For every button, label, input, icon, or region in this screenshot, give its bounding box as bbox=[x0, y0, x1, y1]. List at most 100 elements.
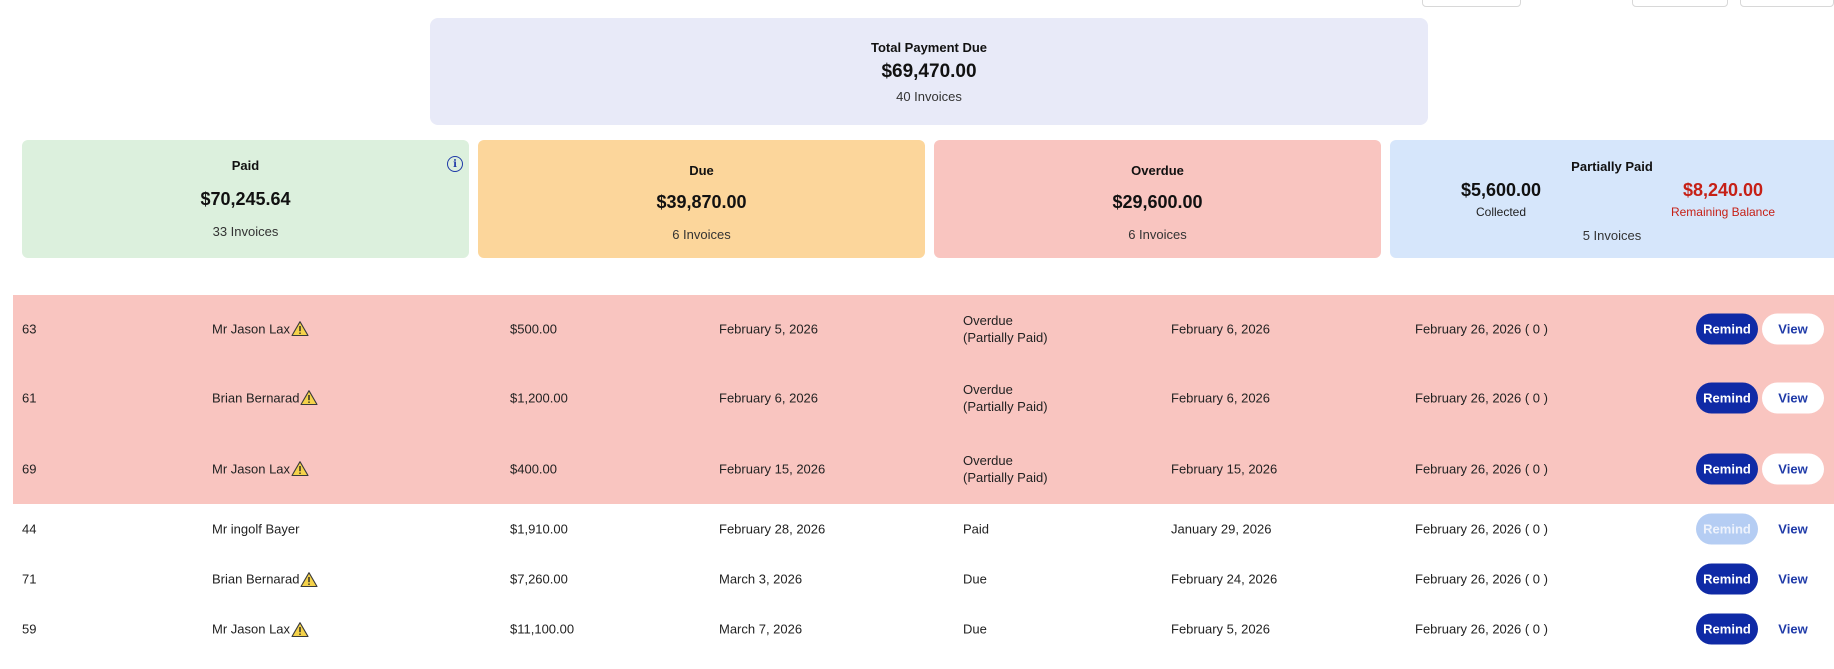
view-button[interactable]: View bbox=[1762, 564, 1824, 595]
sent-date: February 6, 2026 bbox=[1171, 390, 1271, 405]
sent-date: January 29, 2026 bbox=[1171, 521, 1272, 537]
due-date: March 3, 2026 bbox=[719, 571, 803, 587]
overdue-invoice-count: 6 Invoices bbox=[1128, 227, 1187, 242]
table-row: 61 Brian Bernarad $1,200.00 February 6, … bbox=[13, 362, 1834, 433]
paid-invoice-count: 33 Invoices bbox=[212, 224, 279, 239]
warning-icon bbox=[291, 321, 309, 337]
table-row: 59 Mr Jason Lax $11,100.00 March 7, 2026… bbox=[13, 604, 1834, 654]
due-date: February 5, 2026 bbox=[719, 321, 819, 336]
reminder-date: February 26, 2026 ( 0 ) bbox=[1415, 571, 1548, 587]
view-button[interactable]: View bbox=[1762, 614, 1824, 645]
remind-button[interactable]: Remind bbox=[1696, 313, 1758, 344]
sent-date: February 15, 2026 bbox=[1171, 461, 1278, 476]
invoice-amount: $1,910.00 bbox=[510, 521, 568, 537]
remind-button[interactable]: Remind bbox=[1696, 613, 1758, 645]
partial-amounts: $5,600.00 Collected $8,240.00 Remaining … bbox=[1390, 180, 1834, 219]
overdue-amount: $29,600.00 bbox=[1112, 192, 1203, 212]
remind-button[interactable]: Remind bbox=[1696, 563, 1758, 595]
invoice-amount: $11,100.00 bbox=[510, 621, 575, 637]
top-control-1[interactable] bbox=[1422, 0, 1521, 7]
view-button[interactable]: View bbox=[1762, 313, 1824, 344]
customer-name: Mr Jason Lax bbox=[212, 320, 309, 337]
customer-name: Brian Bernarad bbox=[212, 389, 319, 406]
collected-amount: $5,600.00 bbox=[1460, 180, 1542, 200]
partial-remaining: $8,240.00 Remaining Balance bbox=[1612, 180, 1834, 219]
invoice-status: Overdue (Partially Paid) bbox=[963, 312, 1048, 345]
remaining-label: Remaining Balance bbox=[1670, 205, 1776, 219]
remind-button[interactable]: Remind bbox=[1696, 453, 1758, 484]
paid-title: Paid bbox=[231, 158, 260, 173]
invoice-status: Due bbox=[963, 571, 987, 587]
collected-label: Collected bbox=[1475, 205, 1527, 219]
total-invoice-count: 40 Invoices bbox=[896, 88, 962, 104]
invoice-id: 69 bbox=[22, 461, 37, 476]
remaining-amount: $8,240.00 bbox=[1682, 180, 1764, 200]
total-amount: $69,470.00 bbox=[881, 60, 977, 82]
customer-name-text: Mr ingolf Bayer bbox=[212, 521, 300, 537]
info-icon[interactable]: i bbox=[447, 156, 463, 172]
invoice-id: 63 bbox=[22, 321, 37, 336]
customer-name-text: Mr Jason Lax bbox=[212, 621, 291, 637]
paid-card[interactable]: Paid i $70,245.64 33 Invoices bbox=[22, 140, 469, 258]
due-date: February 28, 2026 bbox=[719, 521, 826, 537]
customer-name: Mr Jason Lax bbox=[212, 621, 309, 638]
partial-title: Partially Paid bbox=[1571, 159, 1653, 174]
invoice-amount: $400.00 bbox=[510, 461, 557, 476]
reminder-date: February 26, 2026 ( 0 ) bbox=[1415, 521, 1548, 537]
reminder-date: February 26, 2026 ( 0 ) bbox=[1415, 321, 1548, 336]
due-amount: $39,870.00 bbox=[656, 192, 747, 212]
remind-button: Remind bbox=[1696, 513, 1758, 545]
partial-invoice-count: 5 Invoices bbox=[1582, 228, 1642, 243]
total-payment-due-card: Total Payment Due $69,470.00 40 Invoices bbox=[430, 18, 1428, 125]
customer-name-text: Brian Bernarad bbox=[212, 571, 300, 587]
customer-name: Mr Jason Lax bbox=[212, 460, 309, 477]
view-button[interactable]: View bbox=[1762, 382, 1824, 413]
overdue-title: Overdue bbox=[1131, 163, 1184, 178]
view-button[interactable]: View bbox=[1762, 453, 1824, 484]
table-row: 69 Mr Jason Lax $400.00 February 15, 202… bbox=[13, 433, 1834, 504]
due-card[interactable]: Due $39,870.00 6 Invoices bbox=[478, 140, 925, 258]
customer-name-text: Brian Bernarad bbox=[212, 390, 300, 405]
due-date: March 7, 2026 bbox=[719, 621, 803, 637]
invoice-table: 63 Mr Jason Lax $500.00 February 5, 2026… bbox=[13, 295, 1834, 654]
invoice-id: 44 bbox=[22, 521, 37, 537]
total-title: Total Payment Due bbox=[870, 39, 988, 55]
due-invoice-count: 6 Invoices bbox=[672, 227, 731, 242]
table-row: 44 Mr ingolf Bayer $1,910.00 February 28… bbox=[13, 504, 1834, 554]
overdue-card[interactable]: Overdue $29,600.00 6 Invoices bbox=[934, 140, 1381, 258]
customer-name: Mr ingolf Bayer bbox=[212, 521, 299, 538]
sent-date: February 6, 2026 bbox=[1171, 321, 1271, 336]
invoice-id: 61 bbox=[22, 390, 37, 405]
invoice-status: Overdue (Partially Paid) bbox=[963, 381, 1048, 414]
warning-icon bbox=[291, 461, 309, 477]
remind-button[interactable]: Remind bbox=[1696, 382, 1758, 413]
invoice-amount: $7,260.00 bbox=[510, 571, 568, 587]
invoice-amount: $500.00 bbox=[510, 321, 557, 336]
table-row: 63 Mr Jason Lax $500.00 February 5, 2026… bbox=[13, 295, 1834, 362]
reminder-date: February 26, 2026 ( 0 ) bbox=[1415, 461, 1548, 476]
reminder-date: February 26, 2026 ( 0 ) bbox=[1415, 621, 1548, 637]
sent-date: February 5, 2026 bbox=[1171, 621, 1271, 637]
customer-name: Brian Bernarad bbox=[212, 571, 319, 588]
partial-collected: $5,600.00 Collected bbox=[1390, 180, 1612, 219]
invoice-status: Due bbox=[963, 621, 987, 637]
invoice-id: 59 bbox=[22, 621, 37, 637]
due-date: February 15, 2026 bbox=[719, 461, 826, 476]
paid-amount: $70,245.64 bbox=[200, 189, 291, 209]
warning-icon bbox=[291, 621, 309, 637]
view-button[interactable]: View bbox=[1762, 514, 1824, 545]
reminder-date: February 26, 2026 ( 0 ) bbox=[1415, 390, 1548, 405]
invoice-amount: $1,200.00 bbox=[510, 390, 568, 405]
customer-name-text: Mr Jason Lax bbox=[212, 461, 291, 476]
due-date: February 6, 2026 bbox=[719, 390, 819, 405]
top-control-3[interactable] bbox=[1740, 0, 1834, 7]
partially-paid-card[interactable]: Partially Paid $5,600.00 Collected $8,24… bbox=[1390, 140, 1834, 258]
warning-icon bbox=[300, 571, 319, 587]
top-control-2[interactable] bbox=[1632, 0, 1728, 7]
due-title: Due bbox=[689, 163, 714, 178]
table-row: 71 Brian Bernarad $7,260.00 March 3, 202… bbox=[13, 554, 1834, 604]
invoice-status: Overdue (Partially Paid) bbox=[963, 452, 1048, 485]
warning-icon bbox=[300, 390, 319, 406]
invoice-id: 71 bbox=[22, 571, 37, 587]
